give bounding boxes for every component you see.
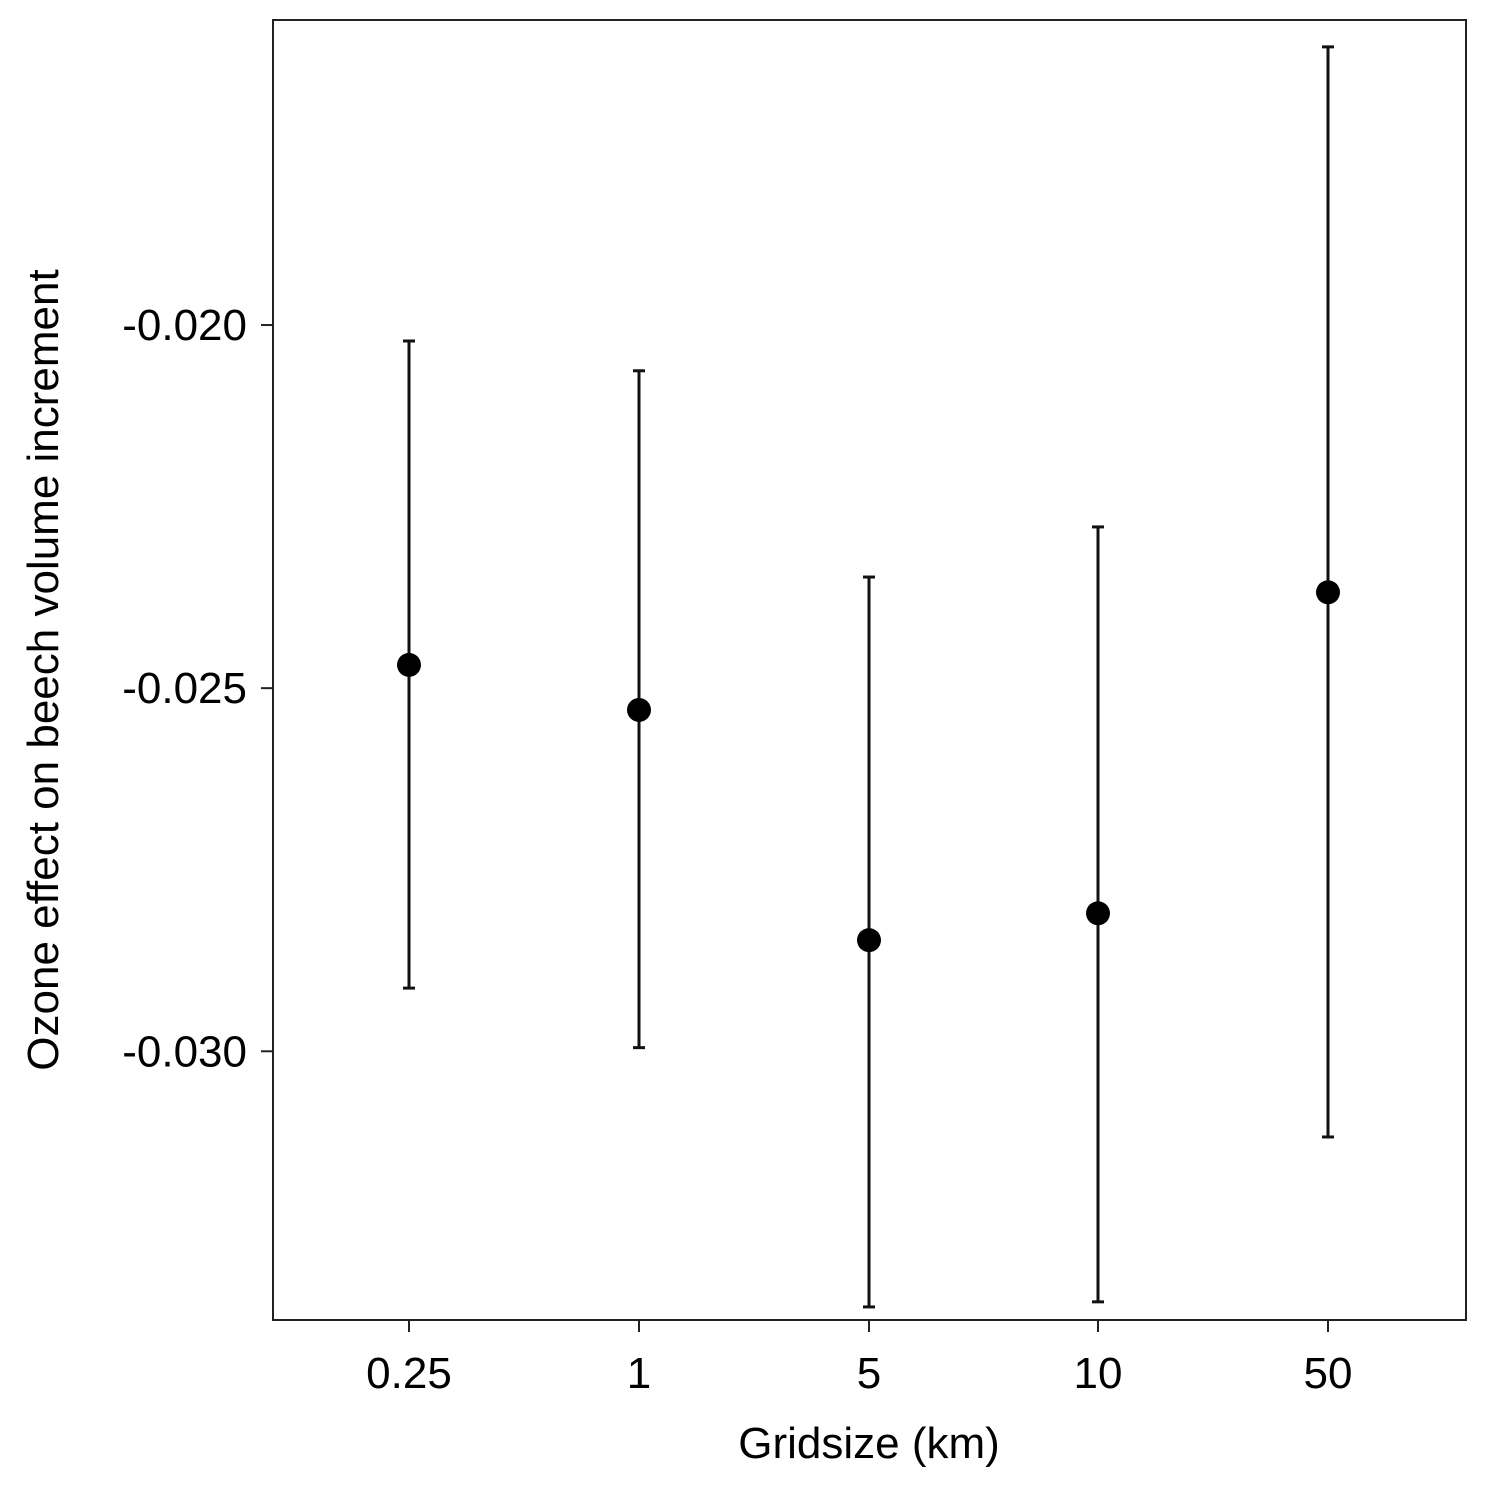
x-tick-label: 10 — [1074, 1349, 1123, 1398]
y-axis: -0.020 -0.025 -0.030 — [122, 301, 273, 1076]
y-axis-title: Ozone effect on beech volume increment — [19, 269, 68, 1070]
x-tick-label: 5 — [857, 1349, 881, 1398]
x-axis-title: Gridsize (km) — [738, 1419, 1000, 1468]
error-bars — [403, 45, 1334, 1309]
x-tick-label: 0.25 — [366, 1349, 452, 1398]
data-point — [857, 928, 881, 953]
x-tick-label: 50 — [1304, 1349, 1353, 1398]
data-point — [1316, 580, 1340, 605]
x-axis: 0.25 1 5 10 50 — [366, 1320, 1352, 1398]
y-tick-label: -0.020 — [122, 301, 247, 350]
y-tick-label: -0.030 — [122, 1027, 247, 1076]
y-tick-label: -0.025 — [122, 664, 247, 713]
x-tick-label: 1 — [627, 1349, 651, 1398]
data-point — [1086, 901, 1110, 926]
data-point — [627, 697, 651, 722]
data-point — [397, 652, 421, 677]
data-points — [397, 580, 1340, 953]
